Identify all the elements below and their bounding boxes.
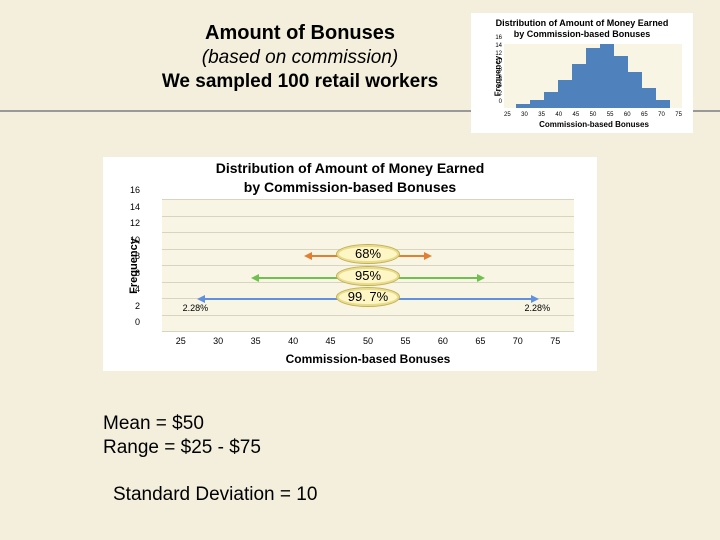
main-ytick: 14 [130, 202, 140, 212]
thumb-ytick: 14 [495, 43, 502, 49]
main-xtick: 65 [475, 336, 485, 346]
main-xlabel: Commission-based Bonuses [162, 352, 574, 366]
thumb-xtick: 60 [624, 112, 631, 118]
thumb-bar [572, 64, 586, 108]
tail-pct-left: 2.28% [183, 303, 209, 313]
main-xtick: 70 [513, 336, 523, 346]
thumb-bar [656, 100, 670, 108]
main-ytick: 8 [135, 251, 140, 261]
thumb-ytick: 2 [499, 91, 502, 97]
main-chart: Distribution of Amount of Money Earned b… [103, 157, 597, 371]
sd-line: Standard Deviation = 10 [113, 484, 317, 506]
thumb-bar [516, 104, 530, 108]
main-bar [207, 316, 241, 333]
main-bar [279, 274, 313, 332]
empirical-band-label: 99. 7% [336, 287, 400, 307]
thumb-title-line2: by Commission-based Bonuses [476, 29, 688, 40]
thumb-bar [530, 100, 544, 108]
grid-line [162, 199, 574, 200]
main-ytick: 0 [135, 317, 140, 327]
thumb-xtick: 75 [675, 112, 682, 118]
tail-pct-right: 2.28% [525, 303, 551, 313]
summary-stats: Mean = $50 Range = $25 - $75 [103, 412, 261, 460]
main-xtick: 35 [251, 336, 261, 346]
thumb-xtick: 40 [555, 112, 562, 118]
thumb-xtick: 25 [504, 112, 511, 118]
main-ytick: 6 [135, 268, 140, 278]
main-xtick: 50 [363, 336, 373, 346]
thumb-bar [600, 44, 614, 108]
main-ytick: 16 [130, 185, 140, 195]
range-line: Range = $25 - $75 [103, 436, 261, 460]
thumb-bars [504, 44, 682, 108]
thumb-ytick: 16 [495, 35, 502, 41]
thumb-xtick: 30 [521, 112, 528, 118]
main-xtick: 60 [438, 336, 448, 346]
main-xtick: 25 [176, 336, 186, 346]
empirical-band-label: 95% [336, 266, 400, 286]
thumb-xtick: 55 [607, 112, 614, 118]
main-xtick: 75 [550, 336, 560, 346]
main-xtick: 40 [288, 336, 298, 346]
thumb-xtick: 45 [573, 112, 580, 118]
thumb-xtick: 70 [658, 112, 665, 118]
thumb-xtick: 35 [538, 112, 545, 118]
main-xaxis: 25 30 35 40 45 50 55 60 65 70 75 [162, 336, 574, 346]
main-chart-title2: by Commission-based Bonuses [104, 177, 596, 196]
thumb-xlabel: Commission-based Bonuses [500, 120, 688, 129]
main-xtick: 30 [213, 336, 223, 346]
thumb-ytick: 4 [499, 83, 502, 89]
main-chart-title1: Distribution of Amount of Money Earned [104, 158, 596, 177]
thumb-yticks: 0246810121416 [490, 44, 502, 108]
main-ytick: 4 [135, 284, 140, 294]
thumb-bar [558, 80, 572, 108]
thumb-plot-area: Frequency 0246810121416 2530354045505560… [504, 44, 682, 108]
main-bar [459, 258, 493, 332]
thumb-ytick: 8 [499, 67, 502, 73]
thumb-bar [544, 92, 558, 108]
thumb-ytick: 10 [495, 59, 502, 65]
thumb-bar [586, 48, 600, 108]
thumb-xaxis: 25 30 35 40 45 50 55 60 65 70 75 [504, 112, 682, 118]
thumb-bar [642, 88, 656, 108]
thumb-xtick: 50 [590, 112, 597, 118]
thumb-bar [614, 56, 628, 108]
grid-line [162, 216, 574, 217]
header-block: Amount of Bonuses (based on commission) … [130, 22, 470, 93]
main-bar [531, 316, 565, 333]
thumb-ytick: 12 [495, 51, 502, 57]
thumbnail-chart: Distribution of Amount of Money Earned b… [471, 13, 693, 133]
main-ytick: 12 [130, 218, 140, 228]
main-bar [243, 299, 277, 332]
main-ytick: 2 [135, 301, 140, 311]
main-bar [387, 200, 421, 332]
grid-line [162, 315, 574, 316]
sample-line: We sampled 100 retail workers [130, 71, 470, 93]
mean-line: Mean = $50 [103, 412, 261, 436]
thumb-bar [628, 72, 642, 108]
thumb-title-line1: Distribution of Amount of Money Earned [476, 18, 688, 29]
subtitle: (based on commission) [130, 47, 470, 69]
main-xtick: 55 [400, 336, 410, 346]
thumb-xtick: 65 [641, 112, 648, 118]
thumb-ytick: 0 [499, 99, 502, 105]
main-ytick: 10 [130, 235, 140, 245]
main-xtick: 45 [326, 336, 336, 346]
grid-line [162, 232, 574, 233]
title: Amount of Bonuses [130, 22, 470, 45]
grid-line [162, 331, 574, 332]
thumb-ytick: 6 [499, 75, 502, 81]
